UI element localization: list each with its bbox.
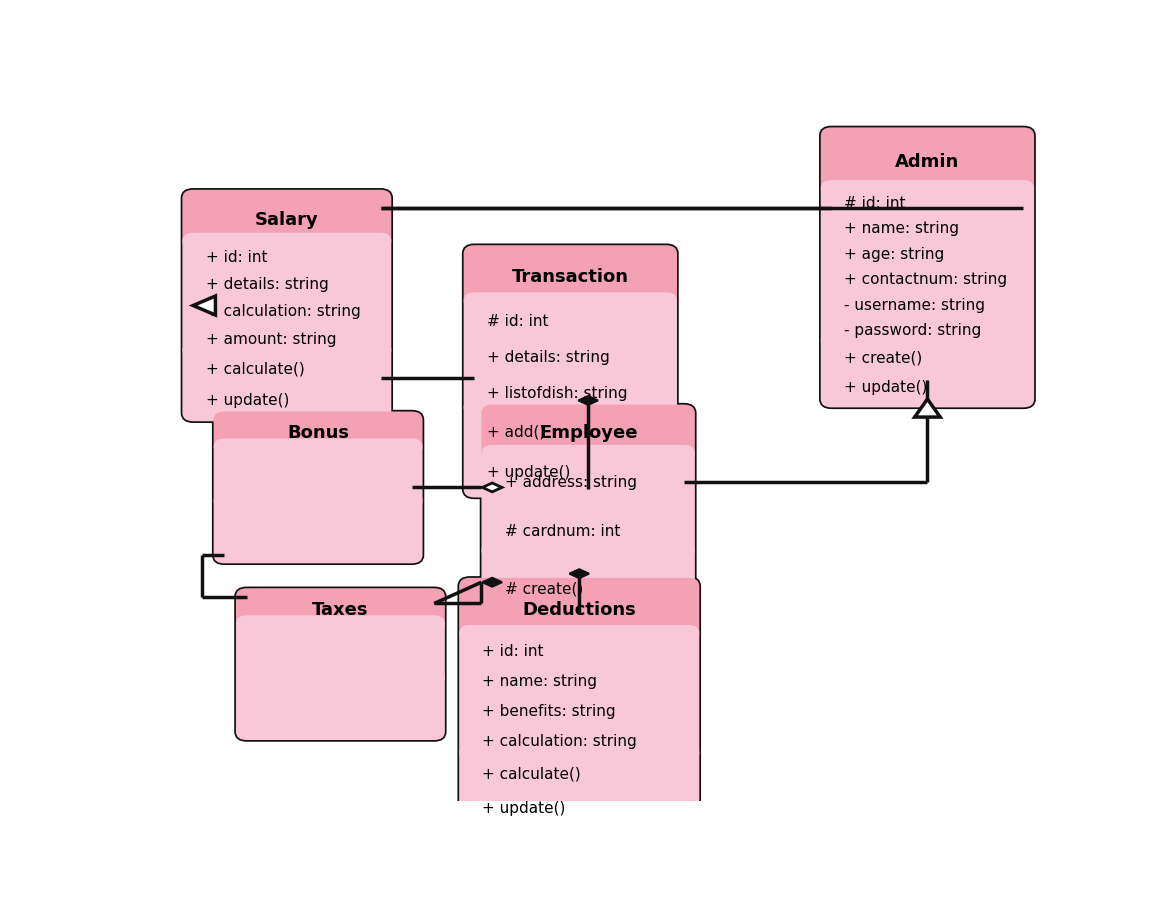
Text: # id: int: # id: int	[844, 196, 905, 211]
FancyBboxPatch shape	[463, 245, 677, 498]
Text: - username: string: - username: string	[844, 298, 985, 312]
Text: + benefits: string: + benefits: string	[483, 704, 616, 718]
Polygon shape	[483, 483, 502, 492]
Text: + create(): + create()	[844, 351, 923, 365]
Text: + details: string: + details: string	[205, 277, 328, 292]
Text: + name: string: + name: string	[483, 674, 598, 688]
Polygon shape	[569, 570, 589, 578]
Text: - password: string: - password: string	[844, 323, 982, 338]
Text: + update(): + update()	[487, 465, 570, 481]
Text: + update(): + update()	[483, 800, 566, 815]
Text: + name: string: + name: string	[844, 221, 958, 237]
Text: + calculate(): + calculate()	[205, 362, 304, 376]
FancyBboxPatch shape	[460, 578, 699, 642]
FancyBboxPatch shape	[463, 399, 677, 498]
Text: Salary: Salary	[255, 211, 319, 229]
FancyBboxPatch shape	[213, 411, 423, 563]
FancyBboxPatch shape	[182, 233, 392, 358]
FancyBboxPatch shape	[482, 405, 695, 622]
Text: + calculation: string: + calculation: string	[205, 304, 361, 320]
Text: + calculation: string: + calculation: string	[483, 734, 637, 749]
Text: Admin: Admin	[895, 153, 960, 171]
FancyBboxPatch shape	[463, 245, 677, 309]
Text: Deductions: Deductions	[522, 600, 636, 618]
FancyBboxPatch shape	[482, 445, 695, 559]
Text: + id: int: + id: int	[483, 644, 544, 659]
FancyBboxPatch shape	[236, 589, 445, 740]
Text: + id: int: + id: int	[205, 250, 267, 265]
Text: # create(): # create()	[505, 581, 583, 596]
Text: + contactnum: string: + contactnum: string	[844, 273, 1007, 287]
Text: + amount: string: + amount: string	[205, 332, 336, 347]
FancyBboxPatch shape	[820, 128, 1034, 408]
FancyBboxPatch shape	[213, 411, 423, 455]
Text: + update(): + update()	[205, 393, 289, 408]
Polygon shape	[194, 296, 215, 315]
FancyBboxPatch shape	[482, 405, 695, 462]
Text: + calculate(): + calculate()	[483, 766, 581, 781]
Text: # cardnum: int: # cardnum: int	[505, 524, 620, 538]
FancyBboxPatch shape	[213, 438, 423, 509]
Polygon shape	[915, 399, 940, 417]
FancyBboxPatch shape	[236, 670, 445, 740]
FancyBboxPatch shape	[182, 342, 392, 421]
Text: + listofdish: string: + listofdish: string	[487, 385, 628, 400]
FancyBboxPatch shape	[460, 578, 699, 830]
Text: Transaction: Transaction	[511, 268, 629, 286]
Text: + address: string: + address: string	[505, 475, 637, 490]
Text: + details: string: + details: string	[487, 350, 609, 365]
Text: + age: string: + age: string	[844, 247, 945, 262]
Text: # id: int: # id: int	[487, 314, 548, 329]
Text: Bonus: Bonus	[287, 425, 349, 443]
FancyBboxPatch shape	[213, 492, 423, 563]
Polygon shape	[578, 396, 598, 405]
Text: + add(): + add()	[487, 425, 545, 439]
Text: Taxes: Taxes	[312, 601, 369, 619]
Text: + update(): + update()	[844, 380, 927, 395]
FancyBboxPatch shape	[820, 128, 1034, 197]
FancyBboxPatch shape	[820, 332, 1034, 408]
FancyBboxPatch shape	[820, 180, 1034, 349]
FancyBboxPatch shape	[460, 625, 699, 761]
Polygon shape	[483, 578, 502, 587]
FancyBboxPatch shape	[460, 744, 699, 830]
FancyBboxPatch shape	[236, 589, 445, 632]
FancyBboxPatch shape	[236, 616, 445, 686]
FancyBboxPatch shape	[482, 542, 695, 622]
FancyBboxPatch shape	[182, 190, 392, 249]
FancyBboxPatch shape	[463, 292, 677, 416]
Text: Employee: Employee	[539, 424, 637, 442]
FancyBboxPatch shape	[182, 190, 392, 421]
